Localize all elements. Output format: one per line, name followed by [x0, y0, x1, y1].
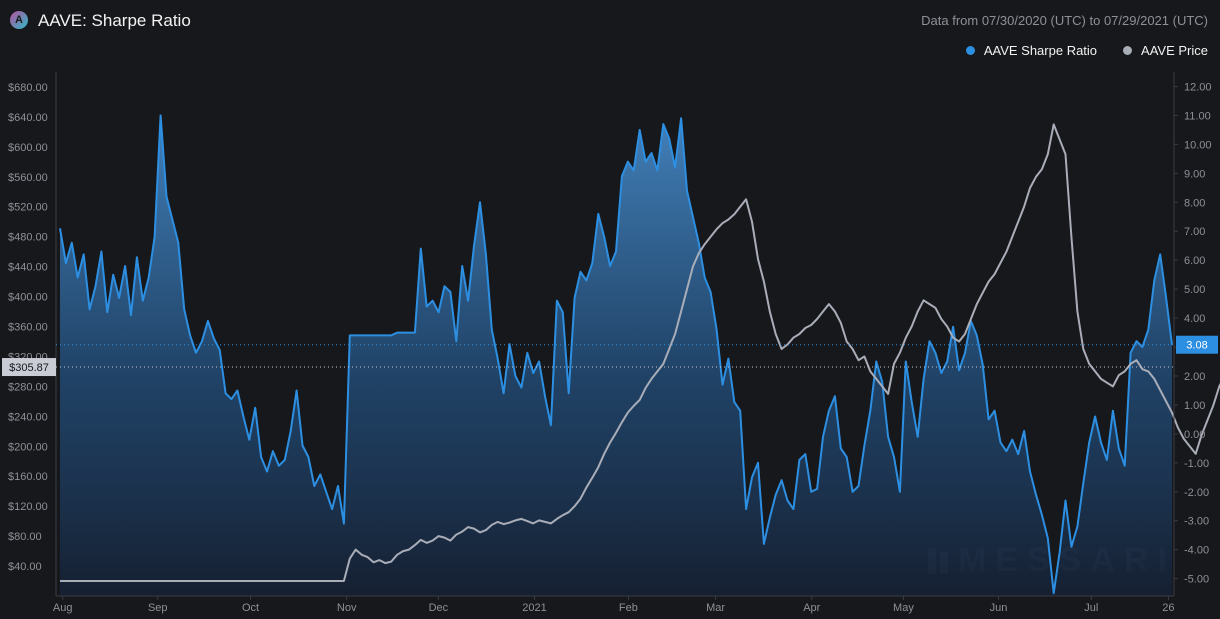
x-tick-label: Dec	[429, 602, 449, 614]
left-tick-label: $280.00	[8, 381, 48, 393]
left-tick-label: $640.00	[8, 112, 48, 124]
right-tick-label: 6.00	[1184, 255, 1205, 267]
left-tick-label: $400.00	[8, 292, 48, 304]
x-tick-label: 26	[1162, 602, 1174, 614]
chart-title: AAVE: Sharpe Ratio	[38, 11, 191, 30]
legend-item-sharpe[interactable]: AAVE Sharpe Ratio	[965, 43, 1098, 58]
legend-label-price: AAVE Price	[1141, 43, 1208, 58]
right-tick-label: 12.00	[1184, 81, 1212, 93]
left-tick-label: $80.00	[8, 531, 42, 543]
right-tick-label: -3.00	[1184, 516, 1209, 528]
right-tick-label: -1.00	[1184, 458, 1209, 470]
aave-logo-icon: A	[10, 11, 28, 29]
left-tick-label: $520.00	[8, 202, 48, 214]
right-tick-label: 8.00	[1184, 197, 1205, 209]
legend-item-price[interactable]: AAVE Price	[1123, 43, 1208, 58]
right-tick-label: -2.00	[1184, 487, 1209, 499]
right-tick-label: 11.00	[1184, 110, 1211, 122]
left-tick-label: $240.00	[8, 411, 48, 423]
right-tick-label: 7.00	[1184, 226, 1205, 238]
chart-legend: AAVE Sharpe Ratio AAVE Price	[965, 43, 1208, 58]
logo-letter: A	[15, 14, 23, 26]
right-tick-label: 1.00	[1184, 400, 1205, 412]
x-tick-label: 2021	[522, 602, 546, 614]
legend-dot-sharpe-icon	[965, 46, 975, 55]
x-tick-label: Aug	[53, 602, 73, 614]
x-tick-label: May	[893, 602, 914, 614]
current-sharpe-badge	[1176, 335, 1218, 354]
x-tick-label: Jun	[990, 602, 1008, 614]
x-tick-label: Nov	[337, 602, 357, 614]
legend-dot-price-icon	[1123, 46, 1133, 55]
right-tick-label: -4.00	[1184, 545, 1209, 557]
right-tick-label: 4.00	[1184, 313, 1205, 325]
price-line[interactable]	[60, 123, 1220, 582]
left-tick-label: $560.00	[8, 172, 48, 184]
date-range-label: Data from 07/30/2020 (UTC) to 07/29/2021…	[921, 13, 1208, 28]
right-tick-label: 5.00	[1184, 284, 1205, 296]
x-tick-label: Apr	[803, 602, 820, 614]
right-tick-label: 10.00	[1184, 139, 1212, 151]
left-tick-label: $600.00	[8, 142, 48, 154]
left-tick-label: $480.00	[8, 232, 48, 244]
left-tick-label: $160.00	[8, 471, 48, 483]
left-tick-label: $200.00	[8, 441, 48, 453]
left-tick-label: $360.00	[8, 322, 48, 334]
right-tick-label: 9.00	[1184, 168, 1205, 180]
sharpe-line[interactable]	[59, 114, 1173, 595]
right-tick-label: 2.00	[1184, 371, 1205, 383]
sharpe-area	[60, 115, 1172, 597]
x-tick-label: Oct	[242, 602, 259, 614]
current-price-badge	[2, 358, 56, 377]
x-tick-label: Feb	[619, 602, 638, 614]
left-tick-label: $120.00	[8, 501, 48, 513]
left-tick-label: $40.00	[8, 561, 42, 573]
current-sharpe-label: 3.08	[1186, 340, 1207, 352]
x-tick-label: Sep	[148, 602, 168, 614]
left-tick-label: $680.00	[8, 82, 48, 94]
legend-label-sharpe: AAVE Sharpe Ratio	[983, 43, 1098, 58]
chart-header: A AAVE: Sharpe Ratio Data from 07/30/202…	[0, 0, 1220, 40]
right-tick-label: 0.00	[1184, 429, 1205, 441]
x-tick-label: Mar	[706, 602, 725, 614]
x-tick-label: Jul	[1084, 602, 1098, 614]
right-tick-label: -5.00	[1184, 574, 1209, 586]
left-tick-label: $440.00	[8, 262, 48, 274]
current-price-label: $305.87	[9, 362, 49, 374]
